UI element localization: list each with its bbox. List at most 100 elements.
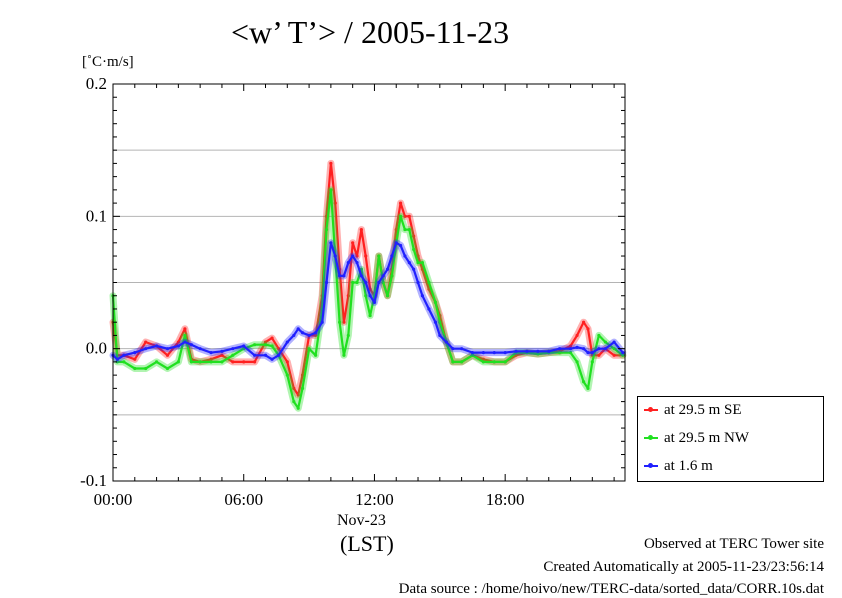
data-point <box>621 351 625 355</box>
x-tick-label: 18:00 <box>486 490 525 509</box>
data-point <box>276 353 281 357</box>
data-point <box>514 349 518 353</box>
data-point <box>351 280 355 285</box>
data-point <box>333 254 337 258</box>
tick-group: -0.1 0.0 0.1 0.2 00:00 06:00 12:00 18:00 <box>80 74 625 509</box>
y-tick-label: 0.1 <box>86 206 107 225</box>
series-group <box>109 159 627 412</box>
data-point <box>176 344 180 348</box>
footer-site: Observed at TERC Tower site <box>643 536 824 552</box>
data-point <box>416 261 420 265</box>
x-date-label: Nov-23 <box>337 512 386 529</box>
data-point <box>407 214 411 218</box>
data-point <box>525 349 529 353</box>
legend-label: at 1.6 m <box>664 457 713 474</box>
data-point <box>390 254 394 258</box>
data-point <box>451 360 455 364</box>
y-axis-label: [˚C·m/s] <box>82 54 134 70</box>
data-point <box>337 320 342 324</box>
data-point <box>183 340 187 344</box>
legend-label: at 29.5 m NW <box>664 429 749 446</box>
data-point <box>612 347 616 351</box>
data-point <box>597 347 601 351</box>
data-point <box>154 344 159 348</box>
data-point <box>296 327 300 331</box>
data-point <box>220 349 224 353</box>
data-point <box>296 393 300 397</box>
data-point <box>314 331 318 335</box>
legend-swatch-nw <box>644 435 658 440</box>
data-point <box>329 161 333 165</box>
data-point <box>296 406 300 410</box>
data-point <box>189 360 194 364</box>
data-point <box>575 360 579 364</box>
y-tick-label: 0.2 <box>86 74 107 93</box>
data-point <box>300 373 305 377</box>
data-point <box>364 294 368 298</box>
data-point <box>536 352 540 356</box>
data-point <box>597 353 601 357</box>
data-point <box>346 333 350 338</box>
data-point <box>575 345 579 349</box>
data-point <box>183 333 187 338</box>
legend-label: at 29.5 m SE <box>664 401 742 418</box>
legend-swatch-ground <box>644 463 658 468</box>
data-point <box>368 294 372 298</box>
data-point <box>547 349 551 353</box>
data-point <box>621 353 625 357</box>
data-point <box>433 300 438 304</box>
data-point <box>231 360 235 364</box>
data-point <box>115 357 119 361</box>
data-point <box>324 280 329 285</box>
data-point <box>292 386 296 390</box>
data-point <box>320 320 324 324</box>
data-point <box>220 353 224 357</box>
data-point <box>536 349 540 353</box>
data-point <box>470 351 475 355</box>
data-point <box>209 360 213 364</box>
data-point <box>176 340 180 344</box>
data-point <box>582 320 586 324</box>
chart-title: <w’ T’> / 2005-11-23 <box>230 14 510 50</box>
x-tick-label: 06:00 <box>224 490 263 509</box>
data-point <box>253 343 257 347</box>
data-point <box>329 241 333 245</box>
data-point <box>115 360 119 364</box>
legend-item: at 29.5 m SE <box>644 400 742 420</box>
data-point <box>351 254 355 258</box>
data-point <box>133 351 137 355</box>
data-point <box>590 351 594 355</box>
data-point <box>364 280 368 285</box>
data-point <box>385 267 390 271</box>
data-point <box>292 333 296 338</box>
data-point <box>427 307 431 311</box>
data-point <box>420 294 424 298</box>
data-point <box>597 333 601 338</box>
legend-item: at 29.5 m NW <box>644 428 749 448</box>
data-point <box>253 353 257 357</box>
data-point <box>390 274 394 278</box>
data-point <box>183 327 187 331</box>
data-point <box>165 353 170 357</box>
data-point <box>314 353 318 357</box>
data-point <box>381 280 385 285</box>
data-point <box>403 254 407 258</box>
data-point <box>394 227 398 232</box>
data-point <box>346 294 350 298</box>
data-point <box>603 347 607 351</box>
legend-item: at 1.6 m <box>644 456 713 476</box>
data-point <box>122 353 126 357</box>
data-point <box>582 347 586 351</box>
data-point <box>438 333 442 338</box>
data-point <box>503 360 507 364</box>
data-point <box>368 313 372 318</box>
data-point <box>270 336 274 340</box>
data-point <box>603 340 607 344</box>
data-point <box>403 227 407 232</box>
data-point <box>263 340 268 344</box>
data-point <box>433 320 438 324</box>
data-point <box>451 347 455 351</box>
data-point <box>342 320 346 324</box>
data-point <box>324 227 329 232</box>
data-point <box>372 300 377 304</box>
